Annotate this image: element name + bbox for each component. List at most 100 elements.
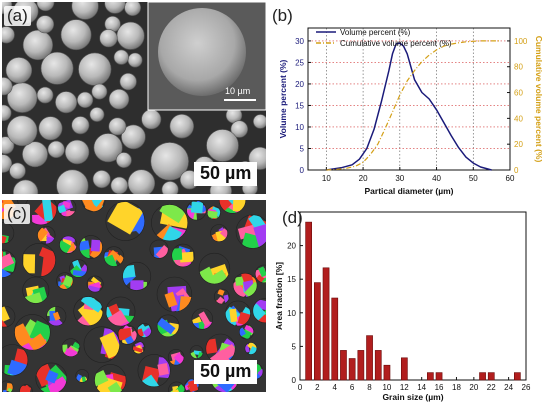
ebsd-grain xyxy=(24,292,45,304)
grain-orientation-particles xyxy=(2,200,266,392)
x-tick-label: 20 xyxy=(359,174,368,183)
ebsd-grain xyxy=(87,285,100,293)
ebsd-grain xyxy=(107,381,125,392)
x-tick-label: 14 xyxy=(417,383,426,392)
x-tick-label: 26 xyxy=(522,383,531,392)
ebsd-grain xyxy=(205,338,218,356)
ebsd-particle-outline xyxy=(132,341,146,355)
ebsd-particle xyxy=(186,200,207,221)
ebsd-particle-outline xyxy=(189,345,204,359)
ebsd-particle xyxy=(75,296,103,326)
powder-particles xyxy=(2,2,266,194)
ebsd-grain xyxy=(59,240,71,254)
ebsd-particle-outline xyxy=(86,275,104,293)
ebsd-grain xyxy=(124,335,137,345)
y-axis-title-b: Volume percent (%) xyxy=(278,59,288,138)
ebsd-grain xyxy=(79,264,88,277)
ebsd-particle-outline xyxy=(186,200,207,221)
powder-particle xyxy=(36,86,54,104)
ebsd-particle-outline xyxy=(136,323,152,338)
ebsd-grain xyxy=(217,289,225,296)
ebsd-particle-outline xyxy=(59,235,78,254)
ebsd-grain xyxy=(159,204,186,224)
ebsd-particle-outline xyxy=(94,364,127,392)
powder-particle xyxy=(2,154,13,173)
ebsd-particle-outline xyxy=(2,380,14,392)
histogram-bar xyxy=(487,372,495,381)
ebsd-grain xyxy=(127,330,138,345)
histogram-bar xyxy=(401,357,408,381)
powder-particle xyxy=(93,133,123,163)
powder-particle xyxy=(161,181,179,194)
y2-tick-label: 60 xyxy=(514,89,523,98)
histogram-bar xyxy=(514,372,521,381)
ebsd-particle xyxy=(59,236,77,254)
ebsd-particle-outline xyxy=(244,342,258,355)
ebsd-grain xyxy=(190,201,204,214)
powder-particle xyxy=(47,140,65,158)
ebsd-particle-outline xyxy=(254,264,266,284)
panel-label-b: (b) xyxy=(272,6,293,25)
ebsd-grain xyxy=(161,226,182,241)
powder-particle xyxy=(13,179,39,194)
x-tick-label: 8 xyxy=(367,383,372,392)
ebsd-grain xyxy=(41,200,54,222)
powder-particle xyxy=(2,26,15,44)
powder-particle xyxy=(141,109,162,130)
powder-particle xyxy=(113,49,129,65)
ebsd-grain xyxy=(211,233,222,242)
y-tick-label: 5 xyxy=(300,144,305,153)
histogram-bar xyxy=(305,221,312,381)
ebsd-particle-outline xyxy=(19,384,33,392)
ebsd-particle-outline xyxy=(156,314,180,338)
ebsd-grain xyxy=(75,314,94,326)
ebsd-particle-outline xyxy=(239,324,255,340)
powder-particle xyxy=(127,52,143,68)
x-tick-label: 6 xyxy=(350,383,355,392)
ebsd-grain xyxy=(258,266,266,278)
ebsd-particle xyxy=(191,311,213,330)
x-axis-title-b: Partical diameter (µm) xyxy=(365,186,454,196)
ebsd-particle xyxy=(207,206,221,220)
ebsd-grain xyxy=(46,315,63,326)
y-axis-title-d: Area fraction [%] xyxy=(274,262,284,330)
histogram-bar xyxy=(435,372,443,381)
ebsd-grain xyxy=(130,280,144,291)
ebsd-particle xyxy=(132,341,145,354)
ebsd-grain xyxy=(179,251,194,263)
sem-micrograph-panel: 10 µm 50 µm (a) xyxy=(2,2,266,194)
ebsd-grain xyxy=(137,328,144,338)
ebsd-particle-outline xyxy=(168,381,186,392)
ebsd-grain xyxy=(214,296,225,304)
ebsd-grain xyxy=(45,369,59,384)
ebsd-grain xyxy=(46,376,67,392)
histogram-bar xyxy=(313,282,321,381)
ebsd-grain xyxy=(99,331,120,359)
powder-particle xyxy=(92,170,111,189)
powder-particle xyxy=(206,129,239,162)
powder-particle xyxy=(22,141,48,168)
ebsd-grain xyxy=(132,346,143,353)
powder-particle xyxy=(40,51,74,85)
ebsd-grain xyxy=(219,228,228,241)
powder-particle xyxy=(108,117,127,136)
powder-particle xyxy=(78,52,112,86)
powder-particle xyxy=(116,152,132,168)
ebsd-grain xyxy=(253,223,266,249)
powder-particle xyxy=(71,116,90,135)
ebsd-particle-outline xyxy=(232,272,258,298)
y-tick-label: 20 xyxy=(295,80,304,89)
powder-particle xyxy=(22,29,54,61)
size-distribution-chart: 10 20 30 40 50 60051015202530020406080100Part… xyxy=(278,27,544,196)
powder-particle xyxy=(108,88,130,110)
x-tick-label: 4 xyxy=(333,383,338,392)
powder-particle xyxy=(9,162,26,180)
x-tick-label: 20 xyxy=(469,383,478,392)
ebsd-particle-outline xyxy=(75,369,89,383)
y-tick-label: 15 xyxy=(295,101,304,110)
y-tick-label: 5 xyxy=(292,342,297,351)
x-axis-title-d: Grain size (µm) xyxy=(382,392,443,402)
plot-frame-b xyxy=(307,27,511,171)
y2-axis-title-b: Cumulative volume percent (%) xyxy=(534,36,544,163)
ebsd-grain xyxy=(96,380,120,392)
